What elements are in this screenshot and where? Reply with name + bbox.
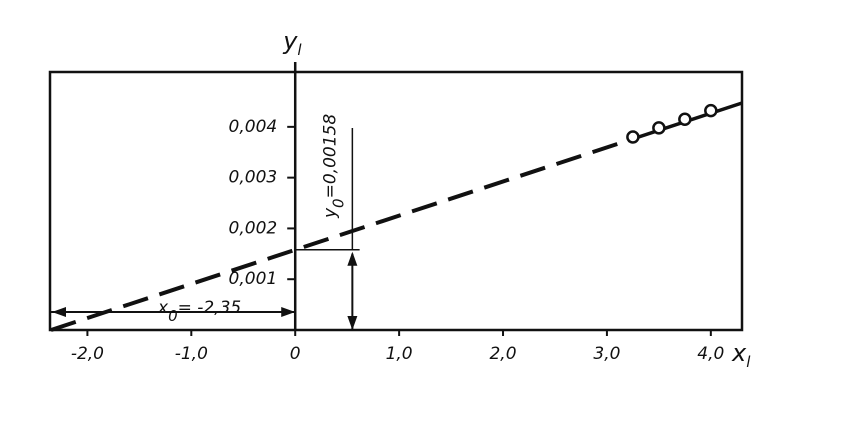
x-tick-label: 3,0 <box>593 344 620 364</box>
y0-annotation-sub: 0 <box>329 198 347 208</box>
x-tick-label: -1,0 <box>175 344 208 364</box>
y-tick-label: 0,004 <box>229 117 278 137</box>
y-axis-label: yl <box>282 27 302 59</box>
x-axis-label-base: x <box>731 339 747 367</box>
x0-annotation-text: = -2,35 <box>178 298 242 318</box>
x0-annotation: x0= -2,35 <box>157 298 241 325</box>
x-tick-label: -2,0 <box>71 344 104 364</box>
x-tick-label: 2,0 <box>489 344 516 364</box>
arrowhead <box>281 307 296 317</box>
data-point <box>652 121 666 135</box>
x-axis-label: xl <box>731 339 751 371</box>
y0-annotation: y0=0,00158 <box>320 114 347 219</box>
y-tick-label: 0,003 <box>229 168 278 188</box>
data-point <box>678 112 692 126</box>
arrowhead <box>347 251 358 266</box>
x-tick-label: 1,0 <box>386 344 413 364</box>
x-tick-label: 4,0 <box>697 344 724 364</box>
y-tick-label: 0,002 <box>229 218 278 238</box>
fit-line-dashed <box>50 138 629 332</box>
y-axis-label-sub: l <box>297 41 302 59</box>
x0-annotation-base: x <box>157 298 169 318</box>
data-point <box>626 130 640 144</box>
plot-frame <box>48 70 744 332</box>
y0-annotation-base: y <box>320 207 340 219</box>
arrowhead <box>347 316 358 330</box>
arrowhead <box>52 307 66 317</box>
y-tick-label: 0,001 <box>229 269 278 289</box>
y0-annotation-text: =0,00158 <box>320 114 340 199</box>
y-axis-label-base: y <box>282 27 298 55</box>
x-axis-label-sub: l <box>746 353 751 371</box>
data-point <box>704 103 718 118</box>
x-tick-label: 0 <box>290 344 301 364</box>
x0-annotation-sub: 0 <box>168 307 178 325</box>
